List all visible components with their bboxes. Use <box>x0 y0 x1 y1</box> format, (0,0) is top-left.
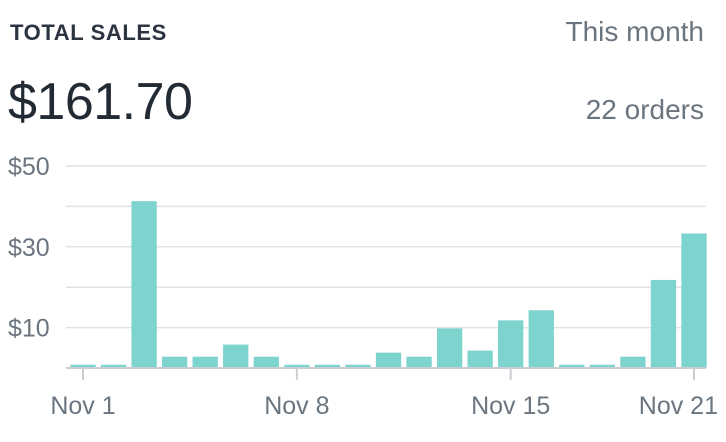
bar-nov-9 <box>314 364 341 368</box>
bar-nov-4 <box>162 356 188 368</box>
bar-nov-13 <box>436 328 463 368</box>
total-sales-value: $161.70 <box>8 73 193 131</box>
bar-nov-14 <box>467 350 493 368</box>
bar-nov-19 <box>620 356 646 368</box>
bar-nov-3 <box>131 201 157 368</box>
period-selector[interactable]: This month <box>565 16 705 47</box>
card-title: TOTAL SALES <box>10 20 167 45</box>
bar-nov-12 <box>406 356 432 368</box>
bar-nov-18 <box>589 364 615 368</box>
y-tick-label: $10 <box>8 315 50 343</box>
x-tick-label: Nov 1 <box>50 392 115 420</box>
bar-nov-10 <box>345 364 371 368</box>
bar-nov-5 <box>192 356 218 368</box>
x-tick-label: Nov 15 <box>471 392 550 420</box>
bar-nov-16 <box>528 310 554 368</box>
y-tick-label: $30 <box>8 234 50 262</box>
y-tick-label: $50 <box>8 153 50 181</box>
bar-nov-6 <box>223 344 249 368</box>
bar-nov-21 <box>681 233 707 368</box>
bar-nov-17 <box>559 364 585 368</box>
bar-nov-15 <box>498 320 524 368</box>
bar-nov-8 <box>284 364 310 368</box>
bar-nov-2 <box>100 364 127 368</box>
x-tick-label: Nov 21 <box>639 392 718 420</box>
orders-count: 22 orders <box>585 94 704 125</box>
bar-nov-20 <box>650 279 677 368</box>
bar-nov-1 <box>70 364 96 368</box>
bar-nov-11 <box>375 352 402 368</box>
bar-nov-7 <box>253 356 279 368</box>
x-tick-label: Nov 8 <box>264 392 329 420</box>
